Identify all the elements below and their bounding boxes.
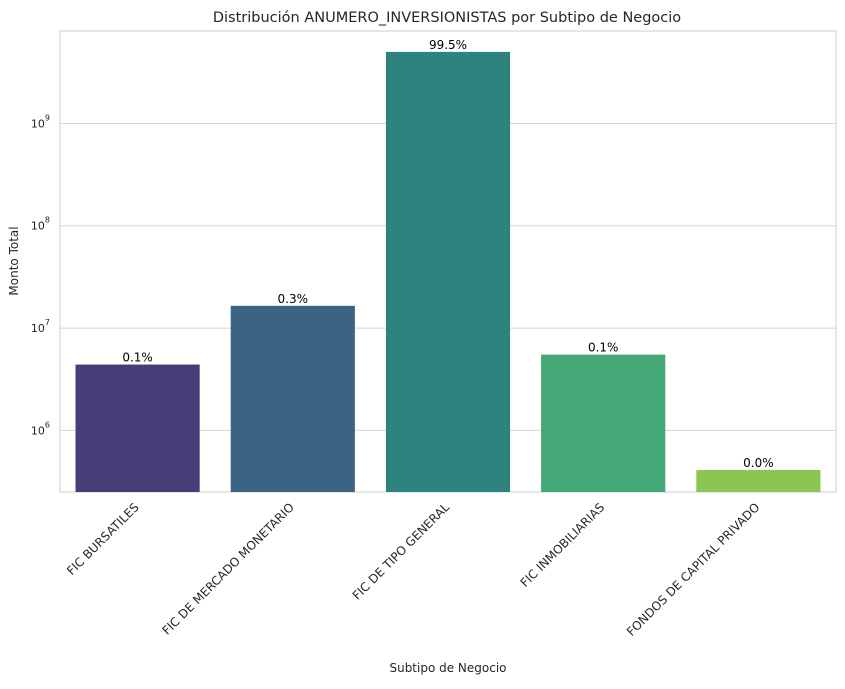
bar-3: [541, 354, 666, 492]
data-label-4: 0.0%: [743, 456, 774, 470]
x-tick-label-3: FIC INMOBILIARIAS: [518, 500, 608, 590]
y-tick-exponent-2: 8: [45, 216, 50, 225]
y-tick-label-1: 107: [31, 318, 50, 335]
y-tick-exponent-1: 7: [45, 318, 50, 327]
data-label-3: 0.1%: [588, 341, 619, 355]
x-axis-ticks: FIC BURSATILES FIC DE MERCADO MONETARIO FI…: [64, 500, 762, 639]
data-label-2: 99.5%: [429, 38, 467, 52]
bar-1: [230, 305, 355, 492]
y-tick-exponent-0: 6: [45, 420, 50, 429]
x-tick-label-4: FONDOS DE CAPITAL PRIVADO: [624, 500, 763, 639]
chart-title: Distribución ANUMERO_INVERSIONISTAS por …: [213, 10, 681, 26]
x-tick-label-1: FIC DE MERCADO MONETARIO: [160, 500, 297, 637]
y-tick-label-2: 108: [31, 216, 50, 233]
y-tick-label-3: 109: [31, 113, 50, 130]
x-tick-label-0: FIC BURSATILES: [64, 500, 142, 578]
y-axis-label: Monto Total: [7, 226, 21, 295]
bar-2: [385, 51, 511, 492]
x-axis-label: Subtipo de Negocio: [389, 661, 506, 675]
data-label-1: 0.3%: [278, 292, 309, 306]
data-label-0: 0.1%: [122, 351, 153, 365]
bar-0: [75, 364, 200, 492]
bars: [75, 51, 821, 492]
x-tick-label-2: FIC DE TIPO GENERAL: [350, 500, 453, 603]
bar-4: [696, 470, 821, 492]
y-tick-exponent-3: 9: [45, 113, 50, 122]
y-axis-ticks: 106 107 108 109: [31, 113, 50, 437]
data-labels: 0.1% 0.3% 99.5% 0.1% 0.0%: [122, 38, 773, 470]
y-tick-label-0: 106: [31, 420, 50, 437]
